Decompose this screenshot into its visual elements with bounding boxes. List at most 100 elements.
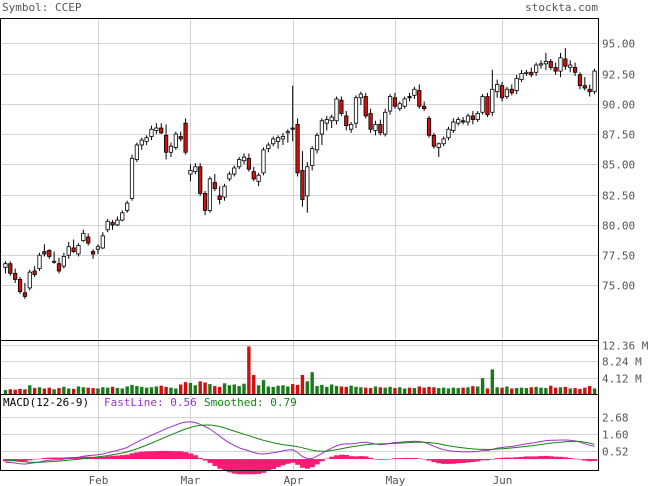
price-candle xyxy=(232,165,237,177)
macd-histogram-bar xyxy=(373,459,379,460)
volume-bar xyxy=(252,374,256,394)
price-candle xyxy=(134,142,139,162)
price-candle xyxy=(290,85,295,142)
macd-histogram-bar xyxy=(149,451,155,460)
volume-bar xyxy=(286,386,290,394)
volume-bar xyxy=(446,388,451,394)
volume-bar xyxy=(169,387,173,394)
price-candle xyxy=(514,74,519,95)
price-candle xyxy=(422,101,427,112)
volume-bar xyxy=(587,386,592,394)
price-tick-label: 87.50 xyxy=(602,129,635,142)
volume-tick-label: 12.36 M xyxy=(602,340,649,353)
price-candle xyxy=(470,111,475,125)
volume-bar xyxy=(193,385,198,394)
macd-histogram-bar xyxy=(32,459,38,460)
macd-histogram-bar xyxy=(348,456,354,460)
price-candle xyxy=(300,151,305,207)
macd-histogram-bar xyxy=(12,459,18,462)
price-candle xyxy=(129,154,135,201)
price-candle xyxy=(358,91,363,106)
macd-histogram-bar xyxy=(577,459,583,460)
macd-histogram-bar xyxy=(392,458,398,460)
price-candle xyxy=(329,114,334,129)
price-candle xyxy=(397,101,402,112)
price-candle xyxy=(261,147,266,176)
macd-histogram-bar xyxy=(587,459,593,462)
price-candle xyxy=(295,118,300,177)
volume-bar xyxy=(13,389,17,394)
volume-bar xyxy=(247,346,251,394)
price-candle xyxy=(256,172,261,187)
volume-bar xyxy=(105,387,110,394)
price-candle xyxy=(100,232,105,250)
price-candle xyxy=(71,239,76,253)
macd-histogram-bar xyxy=(114,455,121,460)
price-candle xyxy=(164,124,169,160)
macd-histogram-bar xyxy=(56,457,62,460)
price-candle xyxy=(212,174,217,192)
price-candle xyxy=(217,186,222,205)
volume-bar xyxy=(334,386,339,394)
volume-bar xyxy=(32,388,37,394)
price-candle xyxy=(110,220,115,230)
price-candle xyxy=(246,153,251,172)
price-candle xyxy=(52,251,57,264)
macd-histogram-bar xyxy=(446,459,452,464)
volume-bar xyxy=(67,388,71,394)
macd-histogram-bar xyxy=(231,459,238,474)
price-candle xyxy=(324,115,329,131)
price-tick-label: 82.50 xyxy=(602,190,635,203)
price-candle xyxy=(480,94,485,115)
volume-bar xyxy=(256,385,261,394)
macd-histogram-bar xyxy=(533,456,539,460)
volume-bar xyxy=(174,388,178,394)
volume-bar xyxy=(476,386,480,394)
macd-smooth-line xyxy=(5,424,595,463)
macd-histogram-bar xyxy=(421,459,427,460)
macd-histogram-bar xyxy=(358,456,364,460)
volume-bar xyxy=(28,385,32,394)
price-tick-label: 75.00 xyxy=(602,280,635,293)
volume-bar xyxy=(592,388,597,394)
volume-bar xyxy=(232,384,236,394)
price-candle xyxy=(582,77,587,91)
macd-histogram-bar xyxy=(329,456,335,460)
price-candle xyxy=(251,166,256,182)
volume-bar xyxy=(349,385,353,394)
macd-histogram-bar xyxy=(139,451,145,460)
macd-histogram-bar xyxy=(46,457,52,460)
volume-bar xyxy=(115,388,120,394)
macd-histogram-bar xyxy=(489,459,496,460)
macd-histogram-bar xyxy=(188,453,194,460)
price-candle xyxy=(543,52,548,70)
price-candle xyxy=(8,261,13,276)
price-tick-label: 90.00 xyxy=(602,99,635,112)
volume-bar xyxy=(578,388,582,394)
price-candle xyxy=(568,60,573,73)
volume-bar xyxy=(62,386,66,394)
volume-bar xyxy=(261,380,266,394)
macd-histogram-bar xyxy=(275,459,281,468)
macd-histogram-bar xyxy=(582,459,588,461)
price-candle xyxy=(271,136,276,147)
volume-bar xyxy=(524,388,529,394)
macd-histogram-bar xyxy=(80,456,87,460)
volume-bar xyxy=(57,388,61,394)
volume-bar xyxy=(519,387,524,394)
macd-fast-line xyxy=(5,421,595,465)
price-candle xyxy=(587,84,592,97)
volume-bar xyxy=(208,384,212,394)
volume-bar xyxy=(573,388,577,394)
macd-histogram-bar xyxy=(212,459,218,466)
price-candle xyxy=(509,84,514,96)
volume-bar xyxy=(37,387,42,394)
price-candle xyxy=(417,84,422,109)
volume-bar xyxy=(183,382,188,394)
macd-histogram-bar xyxy=(222,459,228,471)
volume-bar xyxy=(480,378,485,394)
price-candle xyxy=(149,125,154,141)
price-candle xyxy=(188,164,193,182)
volume-bar xyxy=(432,387,436,394)
price-candle xyxy=(548,58,553,70)
